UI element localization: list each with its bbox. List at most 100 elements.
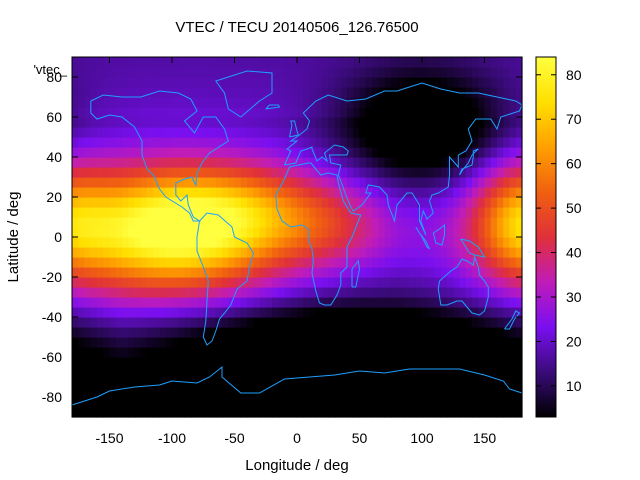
heatmap-cell (503, 377, 511, 388)
heatmap-cell (515, 367, 523, 378)
heatmap-cell (115, 177, 123, 188)
heatmap-cell (253, 377, 261, 388)
heatmap-cell (415, 87, 423, 98)
heatmap-cell (434, 407, 442, 418)
heatmap-cell (409, 267, 417, 278)
heatmap-cell (309, 347, 317, 358)
heatmap-cell (303, 267, 311, 278)
heatmap-cell (228, 127, 236, 138)
heatmap-cell (190, 347, 198, 358)
heatmap-cell (84, 387, 92, 398)
heatmap-cell (165, 287, 173, 298)
heatmap-cell (309, 137, 317, 148)
heatmap-cell (253, 157, 261, 168)
heatmap-cell (515, 207, 523, 218)
heatmap-cell (365, 187, 373, 198)
heatmap-cell (197, 107, 204, 118)
heatmap-cell (315, 127, 323, 138)
heatmap-cell (490, 327, 498, 338)
heatmap-cell (153, 187, 161, 198)
heatmap-cell (284, 147, 292, 158)
heatmap-cell (290, 197, 298, 208)
heatmap-cell (240, 257, 248, 268)
heatmap-cell (172, 277, 179, 288)
heatmap-cell (253, 287, 261, 298)
heatmap-cell (390, 367, 398, 378)
heatmap-cell (422, 167, 429, 178)
heatmap-cell (72, 177, 79, 188)
x-tick-label: 50 (352, 430, 368, 446)
heatmap-cell (78, 377, 86, 388)
heatmap-cell (290, 327, 298, 338)
heatmap-cell (384, 357, 392, 368)
heatmap-cell (259, 237, 267, 248)
heatmap-cell (90, 127, 98, 138)
heatmap-cell (334, 217, 342, 228)
heatmap-cell (178, 87, 186, 98)
heatmap-cell (222, 87, 229, 98)
heatmap-cell (84, 397, 92, 408)
heatmap-cell (497, 167, 504, 178)
heatmap-cell (397, 387, 404, 398)
heatmap-cell (234, 277, 242, 288)
heatmap-cell (390, 407, 398, 418)
heatmap-cell (497, 397, 504, 408)
heatmap-cell (128, 347, 136, 358)
heatmap-cell (390, 97, 398, 108)
heatmap-cell (115, 277, 123, 288)
heatmap-cell (428, 267, 436, 278)
heatmap-cell (228, 97, 236, 108)
heatmap-cell (509, 237, 517, 248)
heatmap-cell (297, 197, 304, 208)
heatmap-cell (359, 187, 367, 198)
heatmap-cell (190, 297, 198, 308)
heatmap-cell (428, 177, 436, 188)
heatmap-cell (265, 77, 273, 88)
heatmap-cell (378, 97, 386, 108)
heatmap-cell (265, 287, 273, 298)
heatmap-cell (422, 177, 429, 188)
heatmap-cell (434, 267, 442, 278)
heatmap-cell (284, 337, 292, 348)
heatmap-cell (197, 317, 204, 328)
heatmap-cell (265, 177, 273, 188)
heatmap-cell (490, 287, 498, 298)
heatmap-cell (472, 187, 479, 198)
heatmap-cell (328, 297, 336, 308)
heatmap-cell (322, 177, 329, 188)
heatmap-cell (172, 147, 179, 158)
heatmap-cell (422, 97, 429, 108)
heatmap-cell (203, 387, 211, 398)
heatmap-cell (434, 277, 442, 288)
heatmap-cell (259, 257, 267, 268)
heatmap-cell (234, 347, 242, 358)
heatmap-cell (465, 197, 473, 208)
heatmap-cell (272, 397, 279, 408)
heatmap-cell (390, 377, 398, 388)
heatmap-cell (115, 247, 123, 258)
heatmap-cell (203, 357, 211, 368)
heatmap-cell (359, 317, 367, 328)
heatmap-cell (122, 237, 129, 248)
heatmap-cell (140, 237, 148, 248)
heatmap-cell (209, 177, 217, 188)
heatmap-cell (78, 87, 86, 98)
heatmap-cell (340, 327, 348, 338)
heatmap-cell (415, 287, 423, 298)
heatmap-cell (403, 67, 411, 78)
heatmap-cell (272, 257, 279, 268)
heatmap-cell (397, 307, 404, 318)
heatmap-cell (247, 297, 254, 308)
heatmap-cell (322, 207, 329, 218)
heatmap-cell (90, 157, 98, 168)
heatmap-cell (178, 207, 186, 218)
heatmap-cell (115, 117, 123, 128)
heatmap-cell (340, 77, 348, 88)
heatmap-cell (372, 157, 379, 168)
heatmap-cell (178, 237, 186, 248)
heatmap-cell (159, 187, 167, 198)
heatmap-cell (240, 397, 248, 408)
heatmap-cell (453, 377, 461, 388)
heatmap-cell (365, 277, 373, 288)
heatmap-cell (397, 167, 404, 178)
